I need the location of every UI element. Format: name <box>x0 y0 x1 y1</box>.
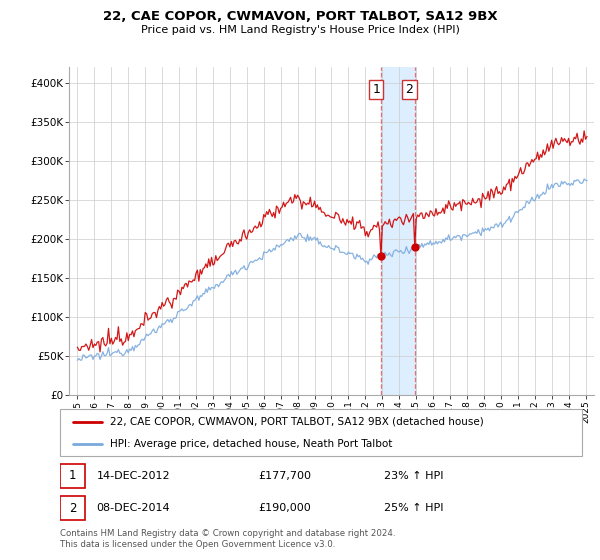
Text: 1: 1 <box>372 83 380 96</box>
Text: HPI: Average price, detached house, Neath Port Talbot: HPI: Average price, detached house, Neat… <box>110 438 392 449</box>
Text: Contains HM Land Registry data © Crown copyright and database right 2024.
This d: Contains HM Land Registry data © Crown c… <box>60 529 395 549</box>
Text: 25% ↑ HPI: 25% ↑ HPI <box>383 503 443 513</box>
Text: 2: 2 <box>406 83 413 96</box>
Text: 2: 2 <box>69 502 76 515</box>
Text: £190,000: £190,000 <box>259 503 311 513</box>
Text: 22, CAE COPOR, CWMAVON, PORT TALBOT, SA12 9BX (detached house): 22, CAE COPOR, CWMAVON, PORT TALBOT, SA1… <box>110 417 484 427</box>
Bar <box>382 67 415 395</box>
Text: 22, CAE COPOR, CWMAVON, PORT TALBOT, SA12 9BX: 22, CAE COPOR, CWMAVON, PORT TALBOT, SA1… <box>103 10 497 22</box>
Text: 14-DEC-2012: 14-DEC-2012 <box>97 471 170 481</box>
Text: 08-DEC-2014: 08-DEC-2014 <box>97 503 170 513</box>
Text: £177,700: £177,700 <box>259 471 311 481</box>
Text: 23% ↑ HPI: 23% ↑ HPI <box>383 471 443 481</box>
FancyBboxPatch shape <box>60 496 85 520</box>
Text: Price paid vs. HM Land Registry's House Price Index (HPI): Price paid vs. HM Land Registry's House … <box>140 25 460 35</box>
Text: 1: 1 <box>69 469 76 483</box>
FancyBboxPatch shape <box>60 409 582 456</box>
FancyBboxPatch shape <box>60 464 85 488</box>
